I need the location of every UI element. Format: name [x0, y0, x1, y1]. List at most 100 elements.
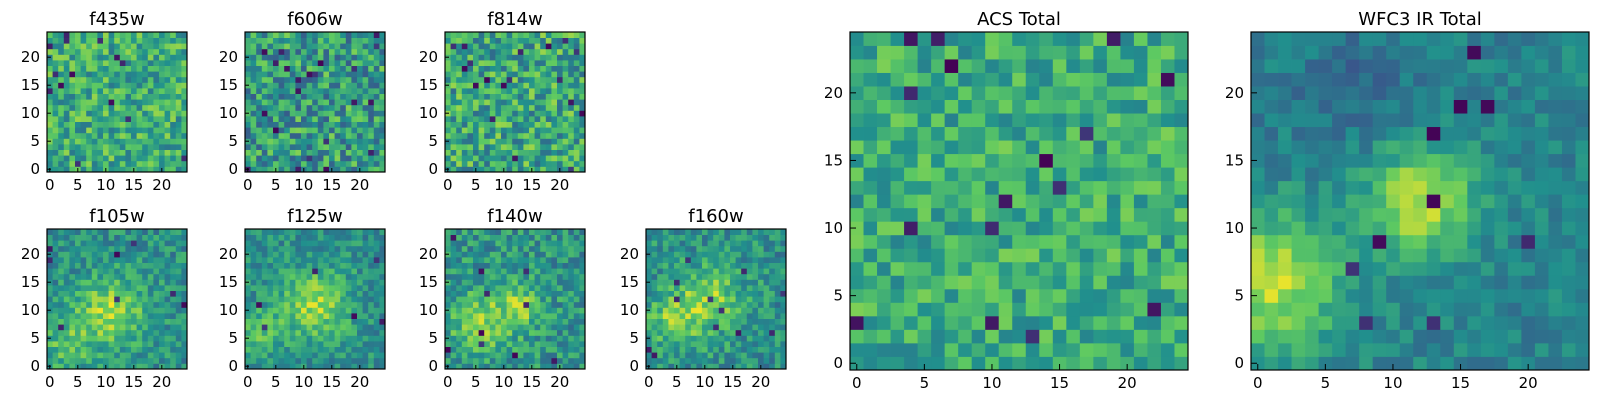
heatmap-cell — [780, 307, 787, 314]
heatmap-cell — [562, 251, 569, 258]
heatmap-cell — [69, 262, 76, 269]
heatmap-cell — [1039, 194, 1054, 209]
heatmap-cell — [295, 285, 302, 291]
heatmap-cell — [58, 166, 65, 173]
heatmap-cell — [685, 234, 692, 241]
heatmap-cell — [1025, 194, 1040, 209]
heatmap-cell — [1039, 180, 1054, 195]
heatmap-cell — [534, 121, 541, 128]
heatmap-cell — [1133, 248, 1148, 263]
heatmap-cell — [478, 301, 485, 308]
heatmap-cell — [289, 324, 296, 331]
heatmap-cell — [373, 132, 380, 139]
heatmap-cell — [534, 48, 541, 55]
heatmap-cell — [86, 318, 93, 325]
heatmap-cell — [1079, 329, 1094, 344]
heatmap-cell — [86, 99, 93, 106]
heatmap-cell — [877, 342, 891, 357]
heatmap-cell — [142, 352, 149, 359]
heatmap-cell — [713, 234, 720, 241]
heatmap-cell — [58, 110, 65, 117]
heatmap-cell — [289, 290, 296, 297]
heatmap-cell — [484, 301, 491, 308]
heatmap-cell — [306, 48, 313, 55]
heatmap-cell — [568, 93, 575, 100]
heatmap-cell — [181, 43, 188, 50]
heatmap-cell — [306, 93, 313, 100]
heatmap-cell — [58, 346, 65, 353]
heatmap-cell — [334, 104, 341, 111]
heatmap-cell — [108, 262, 115, 269]
heatmap-cell — [540, 279, 547, 286]
heatmap-cell — [91, 290, 98, 297]
heatmap-cell — [63, 82, 70, 89]
heatmap-cell — [58, 160, 65, 167]
heatmap-cell — [245, 127, 251, 134]
heatmap-cell — [985, 248, 1000, 263]
heatmap-cell — [573, 93, 580, 100]
heatmap-cell — [774, 324, 781, 331]
heatmap-cell — [317, 329, 324, 336]
heatmap-cell — [540, 138, 547, 145]
heatmap-cell — [131, 37, 137, 44]
heatmap-cell — [142, 307, 149, 314]
heatmap-cell — [108, 329, 115, 336]
heatmap-cell — [1039, 261, 1054, 276]
heatmap-cell — [278, 32, 285, 38]
heatmap-cell — [1012, 140, 1027, 155]
heatmap-cell — [131, 48, 137, 55]
heatmap-cell — [278, 346, 285, 353]
heatmap-cell — [679, 352, 686, 359]
heatmap-cell — [702, 318, 708, 325]
heatmap-cell — [562, 65, 569, 72]
heatmap-cell — [136, 60, 143, 66]
heatmap-cell — [685, 251, 692, 258]
heatmap-cell — [512, 65, 519, 72]
heatmap-cell — [1133, 194, 1148, 209]
heatmap-cell — [119, 110, 126, 117]
heatmap-cell — [125, 32, 132, 38]
heatmap-cell — [114, 60, 121, 66]
heatmap-cell — [512, 335, 519, 342]
heatmap-cell — [91, 48, 98, 55]
heatmap-cell — [362, 71, 369, 78]
heatmap-cell — [545, 301, 552, 308]
heatmap-cell — [301, 262, 307, 269]
heatmap-cell — [534, 37, 541, 44]
heatmap-cell — [273, 149, 279, 156]
heatmap-cell — [473, 37, 479, 44]
heatmap-cell — [780, 245, 787, 252]
heatmap-cell — [97, 71, 104, 78]
heatmap-cell — [114, 290, 121, 297]
heatmap-cell — [323, 335, 330, 342]
heatmap-cell — [523, 273, 530, 280]
heatmap-cell — [668, 346, 675, 353]
heatmap-cell — [557, 352, 563, 359]
heatmap-cell — [250, 357, 257, 364]
heatmap-cell — [473, 296, 479, 303]
heatmap-cell — [534, 99, 541, 106]
heatmap-cell — [473, 307, 479, 314]
heatmap-cell — [534, 307, 541, 314]
heatmap-cell — [971, 180, 986, 195]
heatmap-cell — [250, 290, 257, 297]
heatmap-cell — [69, 329, 76, 336]
heatmap-cell — [517, 307, 524, 314]
heatmap-cell — [267, 132, 274, 139]
heatmap-cell — [329, 71, 335, 78]
heatmap-cell — [273, 301, 279, 308]
heatmap-cell — [131, 357, 137, 364]
heatmap-cell — [181, 262, 188, 269]
heatmap-cell — [153, 363, 160, 370]
heatmap-cell — [1093, 288, 1108, 303]
heatmap-cell — [368, 279, 375, 286]
heatmap-cell — [718, 313, 725, 319]
heatmap-cell — [958, 221, 973, 236]
heatmap-cell — [181, 285, 188, 291]
heatmap-cell — [147, 149, 154, 156]
heatmap-cell — [58, 324, 65, 331]
heatmap-cell — [557, 65, 563, 72]
heatmap-cell — [136, 313, 143, 319]
heatmap-cell — [357, 127, 363, 134]
heatmap-cell — [284, 43, 291, 50]
